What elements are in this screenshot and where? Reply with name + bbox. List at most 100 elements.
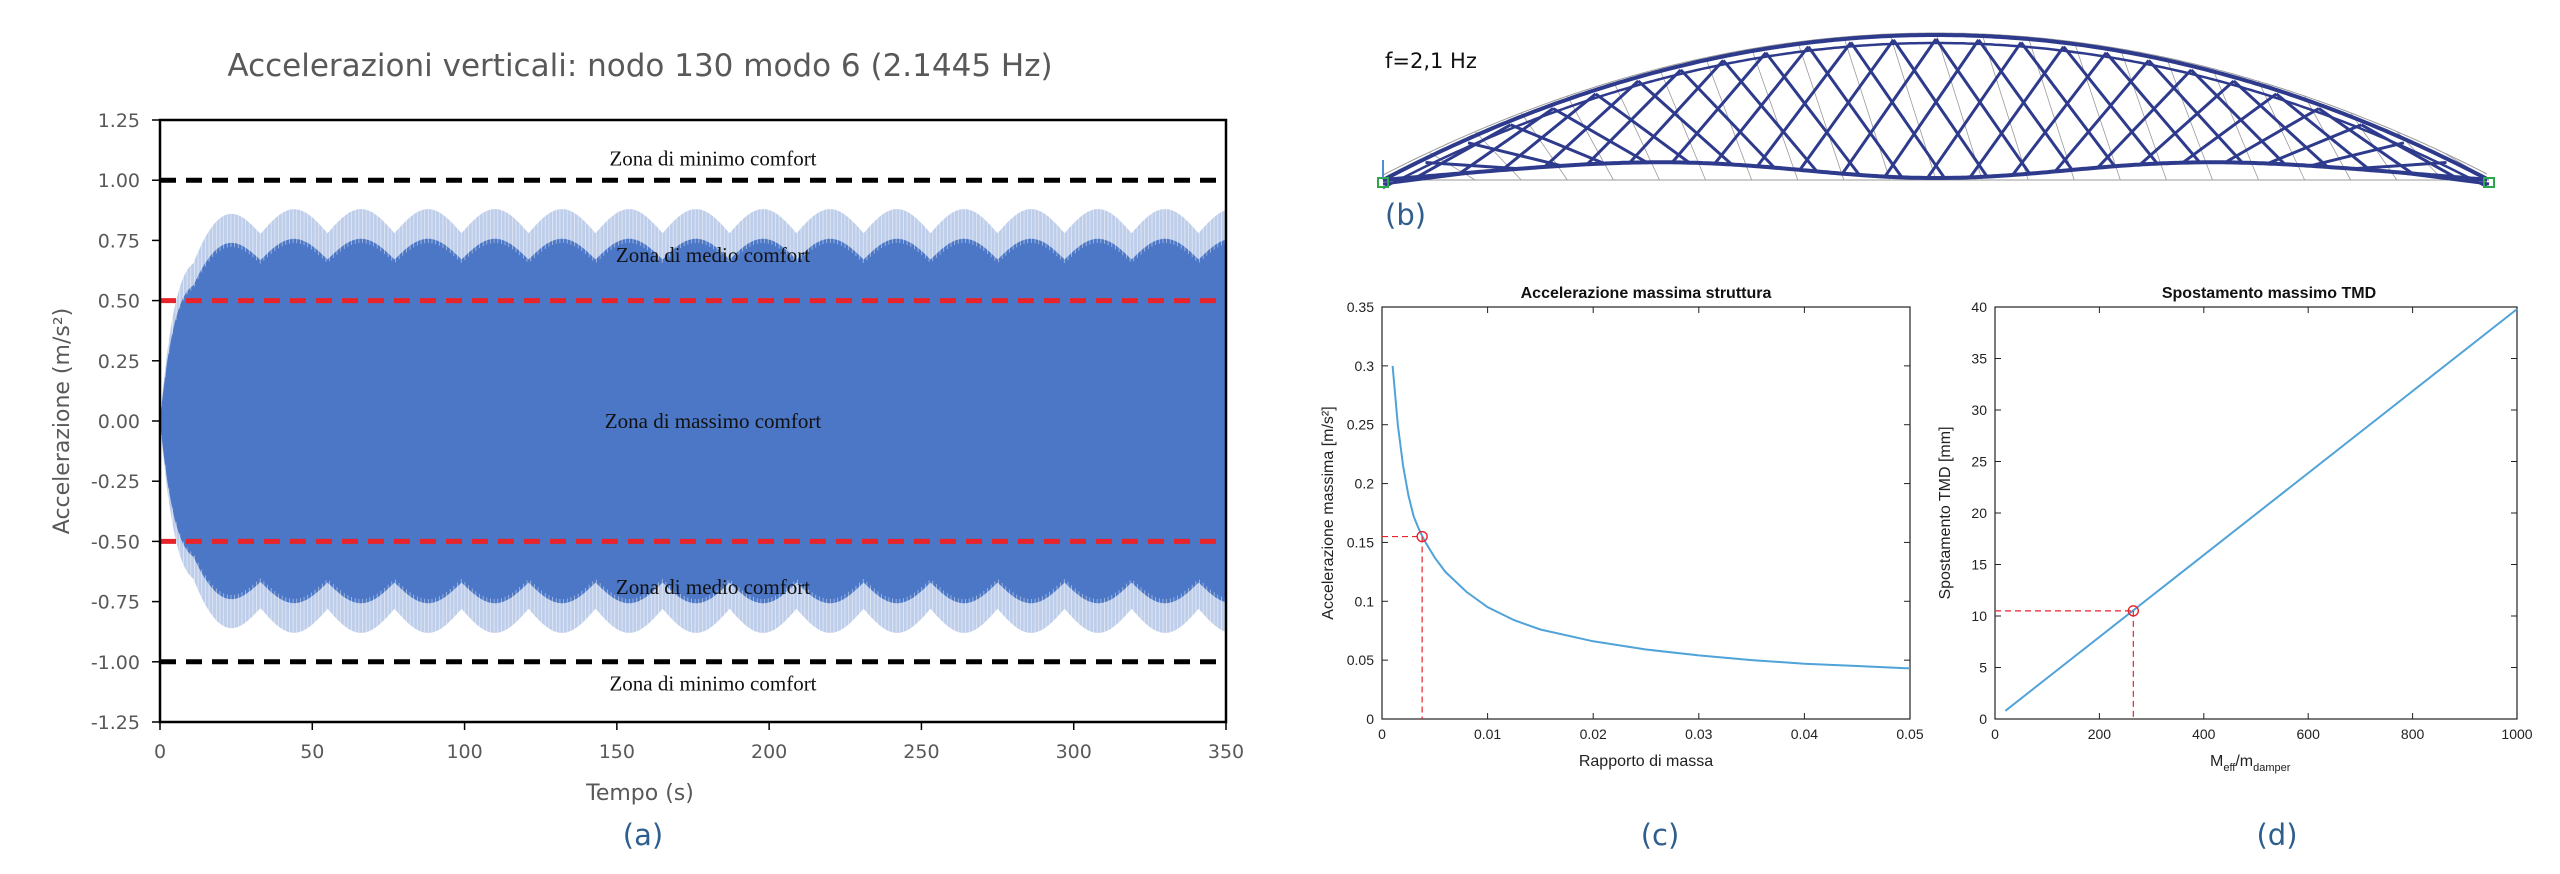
chart-d-x-tick-label: 600 (2297, 726, 2321, 742)
chart-c-y-tick-label: 0.1 (1355, 593, 1375, 609)
chart-a-y-tick-label: -1.25 (91, 712, 140, 734)
chart-a-zone-label-0: Zona di minimo comfort (609, 147, 816, 171)
bridge-diagonal-member (2011, 51, 2108, 176)
chart-a-y-tick-label: 1.25 (98, 110, 140, 132)
bridge-diagonal-member (2352, 161, 2447, 171)
chart-a-title: Accelerazioni verticali: nodo 130 modo 6… (227, 48, 1052, 84)
bridge-top-chord-inner (1382, 41, 2488, 190)
bridge-diagonal-member (2309, 141, 2405, 168)
chart-a-zone-labels: Zona di minimo comfort Zona di medio comf… (605, 147, 822, 696)
chart-c-x-tick-label: 0.01 (1474, 726, 1501, 742)
chart-c-series-line (1391, 365, 1911, 670)
chart-d-title: Spostamento massimo TMD (2162, 285, 2376, 302)
chart-a-zone-label-2: Zona di massimo comfort (605, 409, 822, 433)
bridge-top-chord (1382, 33, 2488, 182)
chart-d-y-tick-label: 25 (1971, 454, 1987, 470)
chart-c-y-tick-label: 0.15 (1347, 534, 1374, 550)
chart-a-x-tick-label: 0 (154, 741, 166, 763)
chart-d-x-label-slash: /m (2235, 753, 2253, 770)
bridge-diagonal-member (1892, 39, 1989, 178)
chart-d-y-tick-label: 0 (1979, 711, 1987, 727)
bridge-undeformed-member (1981, 33, 2029, 181)
chart-a-y-tick-label: 0.50 (98, 291, 140, 313)
bridge-undeformed-member (1843, 36, 1891, 181)
chart-d-y-tick-label: 15 (1971, 557, 1987, 573)
bridge-diagonal-member (2190, 68, 2286, 166)
bridge-diagonal-member (1756, 41, 1853, 168)
right-support-icon (2483, 177, 2495, 188)
bridge-diagonal-member (1637, 79, 1733, 166)
bridge-diagonal-member (1594, 92, 1691, 164)
bridge-diagonal-member (1934, 38, 2031, 175)
bridge-diagonal-member (1713, 45, 1810, 165)
bridge-undeformed-member (1751, 48, 1799, 181)
chart-a-y-ticks: 1.25 1.00 0.75 0.50 0.25 0.00 -0.25 -0.50 -0.75 -… (91, 110, 160, 734)
chart-c-y-tick-label: 0.3 (1355, 358, 1375, 374)
panel-label-d: (d) (2256, 818, 2297, 852)
chart-d-x-tick-label: 800 (2401, 726, 2425, 742)
bridge-diagonal-member (1501, 92, 1597, 172)
bridge-diagonal-member (1764, 51, 1861, 176)
bridge-diagonal-member (1798, 38, 1895, 171)
bridge-diagonal-member (1679, 68, 1776, 169)
chart-a-y-label: Accelerazione (m/s²) (50, 308, 75, 534)
chart-d-y-tick-label: 30 (1971, 402, 1987, 418)
bridge-frequency-label: f=2,1 Hz (1385, 49, 1477, 73)
panel-label-c: (c) (1641, 818, 1680, 852)
bridge-undeformed-member (2119, 48, 2167, 181)
chart-c-title: Accelerazione massima struttura (1521, 285, 1772, 302)
chart-d-x-tick-label: 400 (2192, 726, 2216, 742)
chart-c-y-tick-label: 0.35 (1347, 299, 1374, 315)
chart-c-plot-frame (1381, 306, 1911, 720)
bridge-diagonal-member (1510, 123, 1605, 165)
chart-c-x-tick-label: 0.05 (1896, 726, 1923, 742)
chart-a-x-tick-label: 250 (903, 741, 939, 763)
chart-a-x-tick-label: 200 (751, 741, 787, 763)
chart-a-zone-label-3: Zona di medio comfort (616, 575, 810, 599)
chart-d-x-tick-label: 200 (2088, 726, 2112, 742)
chart-d-x-tick-label: 1000 (2501, 726, 2532, 742)
bridge-truss (1382, 32, 2490, 190)
chart-d-series-line (2004, 308, 2518, 712)
bridge-diagonal-member (1841, 38, 1938, 175)
chart-a-x-tick-label: 350 (1208, 741, 1244, 763)
chart-a-x-ticks: 0 50 100 150 200 250 300 350 (154, 722, 1244, 763)
chart-a-zone-label-1: Zona di medio comfort (616, 243, 810, 267)
chart-a-x-tick-label: 50 (300, 741, 324, 763)
bridge-diagonal-member (1586, 68, 1682, 166)
chart-c-x-label: Rapporto di massa (1579, 753, 1713, 770)
chart-a-thresholds (160, 177, 1226, 665)
chart-d-x-label-sub-eff: eff (2223, 762, 2236, 774)
chart-c-x-tick-label: 0.04 (1791, 726, 1818, 742)
bridge-diagram: f=2,1 Hz (b) (1377, 32, 2495, 232)
bridge-diagonal-member (1671, 51, 1767, 164)
chart-c-ticks: 0 0.01 0.02 0.03 0.04 0.05 0 0.05 0.1 0.15 0.2 0.25… (1347, 299, 1924, 742)
bridge-diagonal-member (2224, 107, 2320, 164)
bridge-diagonal-member (1977, 38, 2074, 171)
bridge-diagonal-member (2147, 59, 2244, 164)
bridge-diagonal-member (2053, 59, 2150, 173)
chart-c-y-tick-label: 0 (1366, 711, 1374, 727)
chart-c-y-tick-label: 0.2 (1355, 476, 1375, 492)
bridge-diagonal-member (1807, 45, 1904, 179)
chart-d-y-tick-label: 40 (1971, 299, 1987, 315)
chart-d: Spostamento massimo TMD 0 200 400 600 800 100… (1937, 285, 2533, 852)
bridge-diagonal-member (1849, 41, 1946, 179)
chart-c-y-tick-label: 0.05 (1347, 652, 1374, 668)
panel-label-b: (b) (1385, 198, 1426, 232)
chart-c-marker (1382, 530, 1428, 719)
chart-d-marker-point (2127, 605, 2140, 617)
chart-a-y-tick-label: 1.00 (98, 170, 140, 192)
chart-a-y-tick-label: -1.00 (91, 652, 140, 674)
chart-d-y-tick-label: 20 (1971, 505, 1987, 521)
chart-d-y-tick-label: 10 (1971, 608, 1987, 624)
chart-a-y-tick-label: 0.75 (98, 230, 140, 252)
chart-d-x-label-main: M (2210, 753, 2223, 770)
bridge-bottom-chord (1382, 160, 2488, 182)
bridge-diagonal-member (1883, 39, 1980, 178)
chart-c-x-tick-label: 0.03 (1685, 726, 1712, 742)
bridge-undeformed-member (1797, 41, 1845, 181)
chart-a: Accelerazioni verticali: nodo 130 modo 6… (50, 48, 1244, 852)
chart-a-x-tick-label: 100 (446, 741, 482, 763)
